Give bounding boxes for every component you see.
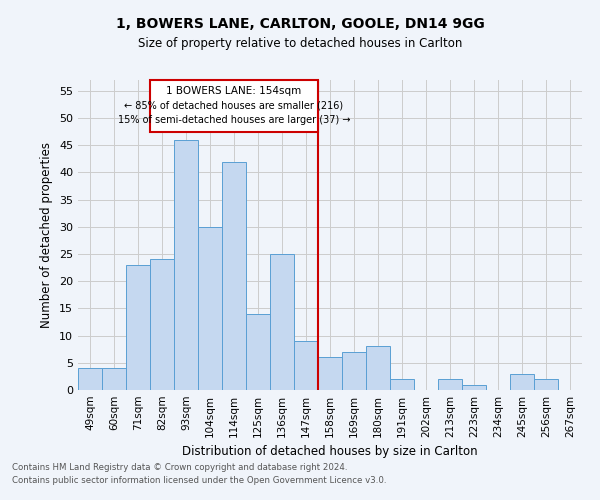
- Text: Contains public sector information licensed under the Open Government Licence v3: Contains public sector information licen…: [12, 476, 386, 485]
- Bar: [462, 384, 486, 390]
- Bar: [270, 254, 294, 390]
- Bar: [366, 346, 390, 390]
- Text: 1 BOWERS LANE: 154sqm: 1 BOWERS LANE: 154sqm: [166, 86, 302, 97]
- Bar: [150, 260, 174, 390]
- Bar: [102, 368, 126, 390]
- Bar: [390, 379, 414, 390]
- Bar: [294, 341, 318, 390]
- Bar: [198, 227, 222, 390]
- X-axis label: Distribution of detached houses by size in Carlton: Distribution of detached houses by size …: [182, 446, 478, 458]
- Text: Size of property relative to detached houses in Carlton: Size of property relative to detached ho…: [138, 38, 462, 51]
- Bar: [318, 358, 342, 390]
- Bar: [150, 80, 318, 132]
- Text: 15% of semi-detached houses are larger (37) →: 15% of semi-detached houses are larger (…: [118, 116, 350, 126]
- Bar: [342, 352, 366, 390]
- Bar: [78, 368, 102, 390]
- Text: ← 85% of detached houses are smaller (216): ← 85% of detached houses are smaller (21…: [124, 101, 344, 111]
- Bar: [126, 265, 150, 390]
- Bar: [510, 374, 534, 390]
- Y-axis label: Number of detached properties: Number of detached properties: [40, 142, 53, 328]
- Bar: [534, 379, 558, 390]
- Bar: [246, 314, 270, 390]
- Bar: [438, 379, 462, 390]
- Bar: [174, 140, 198, 390]
- Text: Contains HM Land Registry data © Crown copyright and database right 2024.: Contains HM Land Registry data © Crown c…: [12, 464, 347, 472]
- Text: 1, BOWERS LANE, CARLTON, GOOLE, DN14 9GG: 1, BOWERS LANE, CARLTON, GOOLE, DN14 9GG: [116, 18, 484, 32]
- Bar: [222, 162, 246, 390]
